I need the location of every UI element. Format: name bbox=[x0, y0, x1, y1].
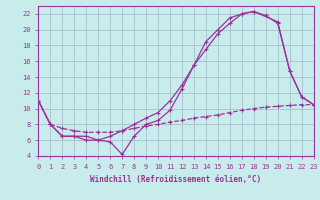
X-axis label: Windchill (Refroidissement éolien,°C): Windchill (Refroidissement éolien,°C) bbox=[91, 175, 261, 184]
